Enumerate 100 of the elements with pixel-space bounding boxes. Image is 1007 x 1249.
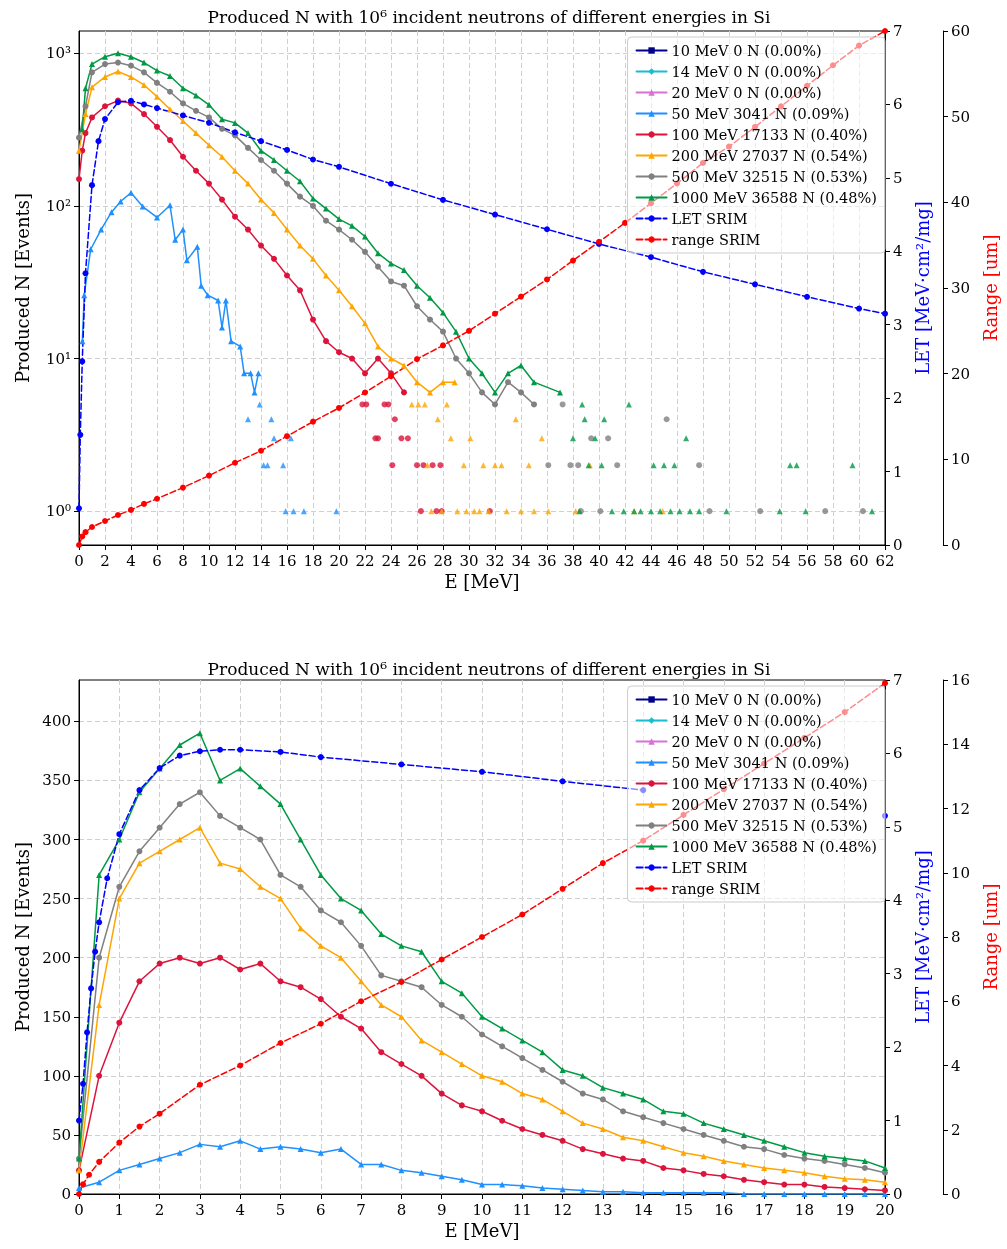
legend-label: 14 MeV 0 N (0.00%) — [671, 63, 822, 80]
y-tick-label: 150 — [42, 1007, 71, 1026]
x-tick-label: 48 — [693, 551, 713, 570]
x-tick-label: 17 — [754, 1200, 774, 1219]
y2-tick-label: 7 — [893, 671, 903, 689]
x-tick-label: 42 — [615, 551, 635, 570]
x-tick-label: 12 — [225, 551, 245, 570]
y2-tick-label: 5 — [893, 817, 903, 836]
legend-label: LET SRIM — [671, 210, 748, 227]
x-tick-label: 9 — [436, 1200, 447, 1219]
x-tick-label: 10 — [199, 551, 219, 570]
x-tick-label: 36 — [537, 551, 557, 570]
legend-label: 500 MeV 32515 N (0.53%) — [671, 817, 868, 834]
y2-tick-label: 6 — [893, 95, 903, 114]
x-tick-label: 5 — [275, 1200, 286, 1219]
y-axis-title: Produced N [Events] — [11, 192, 33, 384]
y2-tick-label: 3 — [893, 315, 903, 334]
y3-tick-label: 30 — [951, 279, 971, 297]
x-tick-label: 12 — [553, 1200, 573, 1219]
y2-tick-label: 0 — [893, 1185, 903, 1203]
x-tick-label: 11 — [512, 1200, 532, 1219]
y2-tick-label: 4 — [893, 891, 903, 910]
legend-label: 1000 MeV 36588 N (0.48%) — [671, 838, 878, 855]
x-tick-label: 46 — [667, 551, 687, 570]
legend-label: 500 MeV 32515 N (0.53%) — [671, 168, 868, 185]
chart-title: Produced N with 10⁶ incident neutrons of different energies in Si — [207, 658, 771, 679]
x-tick-label: 56 — [797, 551, 817, 570]
x-tick-label: 60 — [849, 551, 869, 570]
x-tick-label: 6 — [316, 1200, 326, 1219]
y-tick-label: 10² — [45, 196, 71, 215]
y-tick-label: 250 — [42, 889, 71, 908]
x-tick-label: 44 — [641, 551, 661, 570]
x-tick-label: 7 — [356, 1200, 366, 1219]
y3-tick-label: 2 — [951, 1120, 961, 1139]
legend-label: 20 MeV 0 N (0.00%) — [671, 84, 822, 101]
x-tick-label: 40 — [589, 551, 609, 570]
y-tick-label: 200 — [42, 948, 71, 967]
x-tick-label: 20 — [875, 1200, 895, 1219]
x-tick-label: 14 — [633, 1200, 653, 1219]
y2-tick-label: 4 — [893, 242, 903, 261]
legend-label: 50 MeV 3041 N (0.09%) — [671, 105, 850, 122]
x-tick-label: 1 — [114, 1200, 125, 1219]
y3-tick-label: 20 — [951, 364, 971, 383]
y-tick-label: 10³ — [45, 44, 71, 63]
y-tick-label: 0 — [61, 1185, 71, 1203]
legend-label: 10 MeV 0 N (0.00%) — [671, 691, 822, 708]
legend-label: 10 MeV 0 N (0.00%) — [671, 42, 822, 59]
x-tick-label: 18 — [794, 1200, 814, 1219]
legend-label: 100 MeV 17133 N (0.40%) — [671, 775, 868, 792]
legend-label: 100 MeV 17133 N (0.40%) — [671, 126, 868, 143]
x-tick-label: 16 — [277, 551, 297, 570]
x-tick-label: 13 — [593, 1200, 613, 1219]
x-tick-label: 16 — [714, 1200, 734, 1219]
x-tick-label: 54 — [771, 551, 791, 570]
y3-axis-title: Range [um] — [979, 234, 1001, 342]
x-axis-title: E [MeV] — [444, 1220, 520, 1242]
x-tick-label: 52 — [745, 551, 765, 570]
y3-tick-label: 10 — [951, 450, 971, 469]
y-tick-label: 50 — [51, 1125, 71, 1144]
y3-tick-label: 12 — [951, 799, 971, 818]
x-tick-label: 38 — [563, 551, 583, 570]
legend-label: LET SRIM — [671, 859, 748, 876]
chart-title: Produced N with 10⁶ incident neutrons of different energies in Si — [207, 6, 771, 27]
x-tick-label: 8 — [178, 551, 188, 570]
legend-label: 20 MeV 0 N (0.00%) — [671, 733, 822, 750]
y3-tick-label: 6 — [951, 992, 961, 1011]
legend-label: 50 MeV 3041 N (0.09%) — [671, 754, 850, 771]
x-tick-label: 4 — [126, 551, 136, 570]
legend-label: 200 MeV 27037 N (0.54%) — [671, 147, 868, 164]
legend-label: 14 MeV 0 N (0.00%) — [671, 712, 822, 729]
x-tick-label: 15 — [673, 1200, 694, 1219]
y3-tick-label: 0 — [951, 536, 961, 554]
y-tick-label: 400 — [42, 712, 71, 731]
legend-label: 200 MeV 27037 N (0.54%) — [671, 796, 868, 813]
x-tick-label: 58 — [823, 551, 843, 570]
y3-tick-label: 16 — [951, 671, 971, 689]
legend-label: 1000 MeV 36588 N (0.48%) — [671, 189, 878, 206]
x-tick-label: 4 — [235, 1200, 245, 1219]
y-axis-title: Produced N [Events] — [11, 841, 33, 1033]
y2-axis-title: LET [MeV·cm²/mg] — [911, 850, 933, 1024]
x-tick-label: 19 — [835, 1200, 855, 1219]
x-tick-label: 62 — [875, 551, 895, 570]
y-tick-label: 10¹ — [45, 349, 71, 368]
y-tick-label: 300 — [42, 830, 71, 849]
x-tick-label: 32 — [485, 551, 505, 570]
x-tick-label: 20 — [329, 551, 349, 570]
y3-tick-label: 60 — [951, 22, 971, 40]
x-tick-label: 26 — [407, 551, 427, 570]
y3-tick-label: 4 — [951, 1056, 961, 1075]
y2-tick-label: 7 — [893, 22, 903, 40]
y2-tick-label: 3 — [893, 964, 903, 983]
x-tick-label: 8 — [396, 1200, 407, 1219]
y3-axis-title: Range [um] — [979, 883, 1001, 991]
y2-tick-label: 2 — [893, 1038, 903, 1057]
x-tick-label: 34 — [511, 551, 531, 570]
y3-tick-label: 0 — [951, 1185, 961, 1203]
x-tick-label: 0 — [74, 551, 84, 570]
x-tick-label: 0 — [74, 1200, 84, 1219]
x-tick-label: 24 — [381, 551, 401, 570]
y3-tick-label: 40 — [951, 193, 971, 212]
